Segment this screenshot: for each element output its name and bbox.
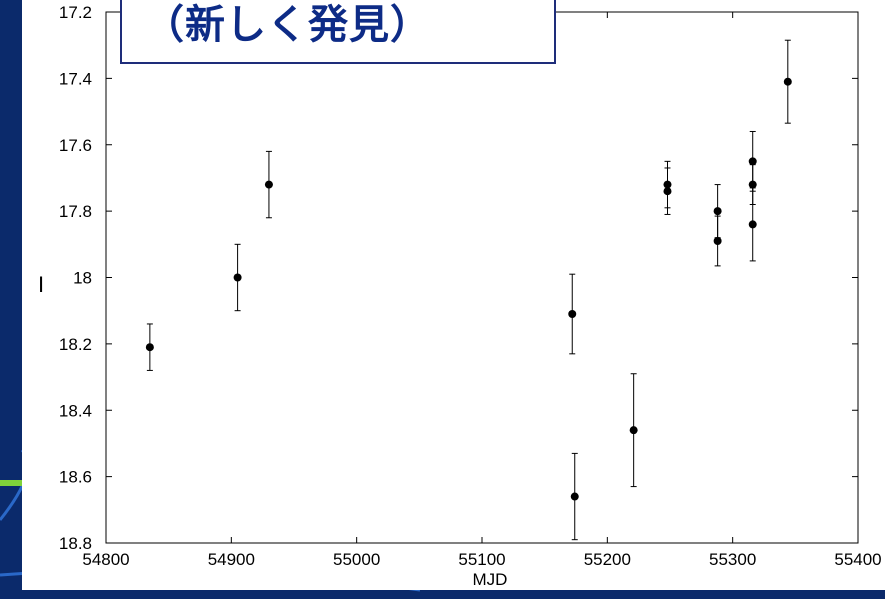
highlight-bar [0,480,22,486]
y-tick-label: 17.6 [59,136,92,155]
plot-panel: 54800 54900 55000 55100 55200 55300 55400 17.2 1… [22,0,885,590]
data-point [145,343,154,352]
x-tick-label: 55300 [709,550,756,569]
data-point [748,220,757,229]
x-tick-label: 54800 [82,550,129,569]
y-tick-label: 18.6 [59,468,92,487]
data-point [264,180,273,189]
title-text: （新しく発見） [144,3,431,47]
y-tick-label: 18 [73,269,92,288]
y-tick-label: 18.8 [59,534,92,553]
data-point [568,310,577,319]
data-point [629,426,638,435]
x-tick-label: 54900 [208,550,255,569]
y-tick-label: 17.4 [59,69,92,88]
y-tick-label: 17.8 [59,202,92,221]
data-point [783,77,792,86]
data-point [663,187,672,196]
x-tick-label: 55200 [584,550,631,569]
scatter-chart: 54800 54900 55000 55100 55200 55300 55400 17.2 1… [59,3,882,589]
x-tick-label: 55100 [458,550,505,569]
data-point [570,492,579,501]
title-callout: （新しく発見） [120,0,556,64]
data-point [748,180,757,189]
data-point [748,157,757,166]
y-tick-label: 18.2 [59,335,92,354]
x-tick-label: 55000 [333,550,380,569]
data-point [233,273,242,282]
y-tick-label: 18.4 [59,401,92,420]
x-axis-label: MJD [473,570,508,589]
data-point [713,236,722,245]
x-tick-label: 55400 [834,550,881,569]
plot-frame [105,11,859,544]
data-point [713,207,722,216]
y-axis-label: I [38,272,45,297]
y-tick-label: 17.2 [59,3,92,22]
